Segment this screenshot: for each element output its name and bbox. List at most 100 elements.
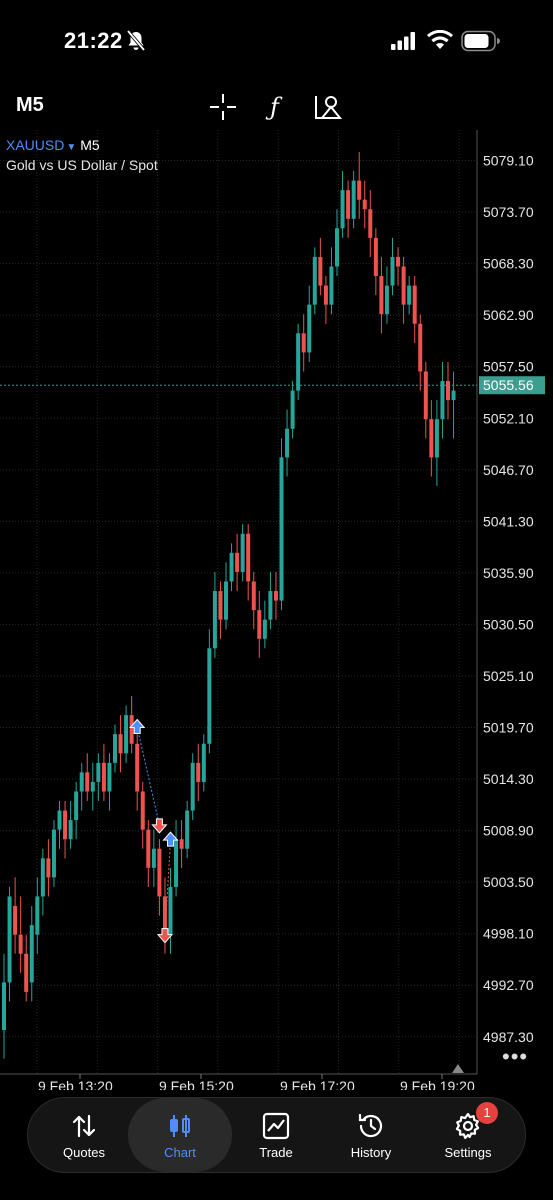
- nav-chart[interactable]: Chart: [128, 1098, 232, 1172]
- time-axis-label: 9 Feb 15:20: [159, 1078, 234, 1090]
- battery-icon: [461, 30, 501, 57]
- candle: [196, 762, 201, 782]
- candle: [279, 457, 284, 601]
- candle: [318, 256, 323, 286]
- candle: [13, 906, 18, 935]
- candle: [101, 762, 106, 792]
- candle: [429, 419, 434, 458]
- candle: [296, 333, 301, 391]
- chart-shift-icon: [452, 1064, 464, 1073]
- price-chart[interactable]: 5079.10 5073.70 5068.30 5062.90 5057.50 5052.…: [0, 130, 553, 1090]
- svg-text:ƒ: ƒ: [265, 93, 283, 121]
- candle: [285, 428, 290, 458]
- candle: [168, 886, 173, 935]
- chart-icon: [166, 1112, 194, 1140]
- candle: [312, 256, 317, 305]
- symbol-name[interactable]: XAUUSD: [6, 137, 65, 153]
- candle: [407, 285, 412, 305]
- nav-quotes[interactable]: Quotes: [36, 1098, 132, 1172]
- more-options-icon[interactable]: •••: [502, 1044, 529, 1069]
- price-axis-label: 5030.50: [483, 616, 534, 632]
- buy-arrow-icon: [129, 718, 146, 735]
- crosshair-icon[interactable]: [208, 92, 238, 127]
- candle: [423, 371, 428, 420]
- candle: [46, 858, 51, 878]
- candle: [96, 762, 101, 782]
- candle: [90, 781, 95, 792]
- candle: [140, 791, 145, 830]
- timeframe-button[interactable]: M5: [16, 94, 44, 116]
- settings-icon: [454, 1112, 482, 1140]
- candle: [262, 619, 267, 639]
- wifi-icon: [427, 29, 453, 55]
- candle: [35, 896, 40, 935]
- indicators-icon[interactable]: ƒ: [262, 92, 292, 127]
- candle: [346, 190, 351, 219]
- candle: [246, 533, 251, 582]
- candle: [113, 734, 117, 763]
- candle: [63, 810, 68, 840]
- nav-history[interactable]: History: [323, 1098, 419, 1172]
- candle: [51, 829, 56, 878]
- trade-connector: [136, 727, 160, 825]
- sell-arrow-icon: [151, 818, 168, 834]
- candle: [224, 581, 228, 620]
- price-axis-label: 5025.10: [483, 668, 534, 684]
- price-axis-label: 5041.30: [483, 513, 534, 529]
- chart-toolbar: M5 ƒ: [0, 84, 553, 128]
- candle: [401, 266, 406, 305]
- nav-trade-label: Trade: [259, 1145, 293, 1160]
- candle: [251, 581, 256, 611]
- candle: [229, 552, 234, 582]
- price-axis-label: 5062.90: [483, 307, 534, 323]
- candle: [434, 419, 439, 458]
- symbol-timeframe: M5: [80, 137, 100, 153]
- candle: [57, 810, 62, 830]
- symbol-description: Gold vs US Dollar / Spot: [6, 157, 158, 173]
- candle: [412, 285, 417, 324]
- price-axis-label: 4992.70: [483, 977, 534, 993]
- price-axis-label: 5079.10: [483, 153, 534, 169]
- candle: [85, 772, 90, 792]
- candle: [290, 390, 295, 429]
- price-axis-label: 5057.50: [483, 359, 534, 375]
- candle: [185, 810, 190, 849]
- price-axis-label: 5014.30: [483, 771, 534, 787]
- nav-trade[interactable]: Trade: [228, 1098, 324, 1172]
- objects-icon[interactable]: [312, 92, 344, 127]
- candle: [240, 533, 245, 572]
- quotes-icon: [70, 1112, 98, 1140]
- price-axis-label: 5073.70: [483, 204, 534, 220]
- cellular-signal-icon: [391, 32, 417, 55]
- candle: [257, 610, 262, 639]
- nav-settings[interactable]: 1 Settings: [420, 1098, 516, 1172]
- nav-settings-label: Settings: [444, 1145, 492, 1160]
- status-time: 21:22: [64, 28, 123, 53]
- time-axis-label: 9 Feb 17:20: [280, 1078, 355, 1090]
- candle: [329, 266, 334, 305]
- candle: [440, 381, 445, 420]
- settings-notification-badge: 1: [476, 1102, 498, 1124]
- candle: [162, 896, 167, 935]
- symbol-dropdown-icon[interactable]: ▼: [66, 142, 77, 153]
- candle: [268, 591, 273, 620]
- price-axis-label: 5068.30: [483, 256, 534, 272]
- candle: [135, 743, 140, 792]
- candle: [379, 276, 384, 315]
- history-icon: [357, 1112, 385, 1140]
- candle: [373, 237, 378, 277]
- bottom-navigation: Quotes Chart Trade History: [27, 1097, 526, 1173]
- candle: [2, 982, 6, 1031]
- candle: [79, 772, 84, 792]
- candle: [68, 820, 73, 840]
- candle: [218, 591, 223, 620]
- price-axis-label: 4987.30: [483, 1029, 534, 1045]
- candle: [18, 934, 23, 954]
- symbol-header: XAUUSD ▼ M5: [6, 137, 100, 153]
- candle: [24, 953, 29, 992]
- candle: [74, 791, 79, 821]
- time-axis-label: 9 Feb 13:20: [38, 1078, 113, 1090]
- candle: [40, 858, 45, 897]
- candle: [362, 199, 367, 210]
- candle: [124, 715, 129, 754]
